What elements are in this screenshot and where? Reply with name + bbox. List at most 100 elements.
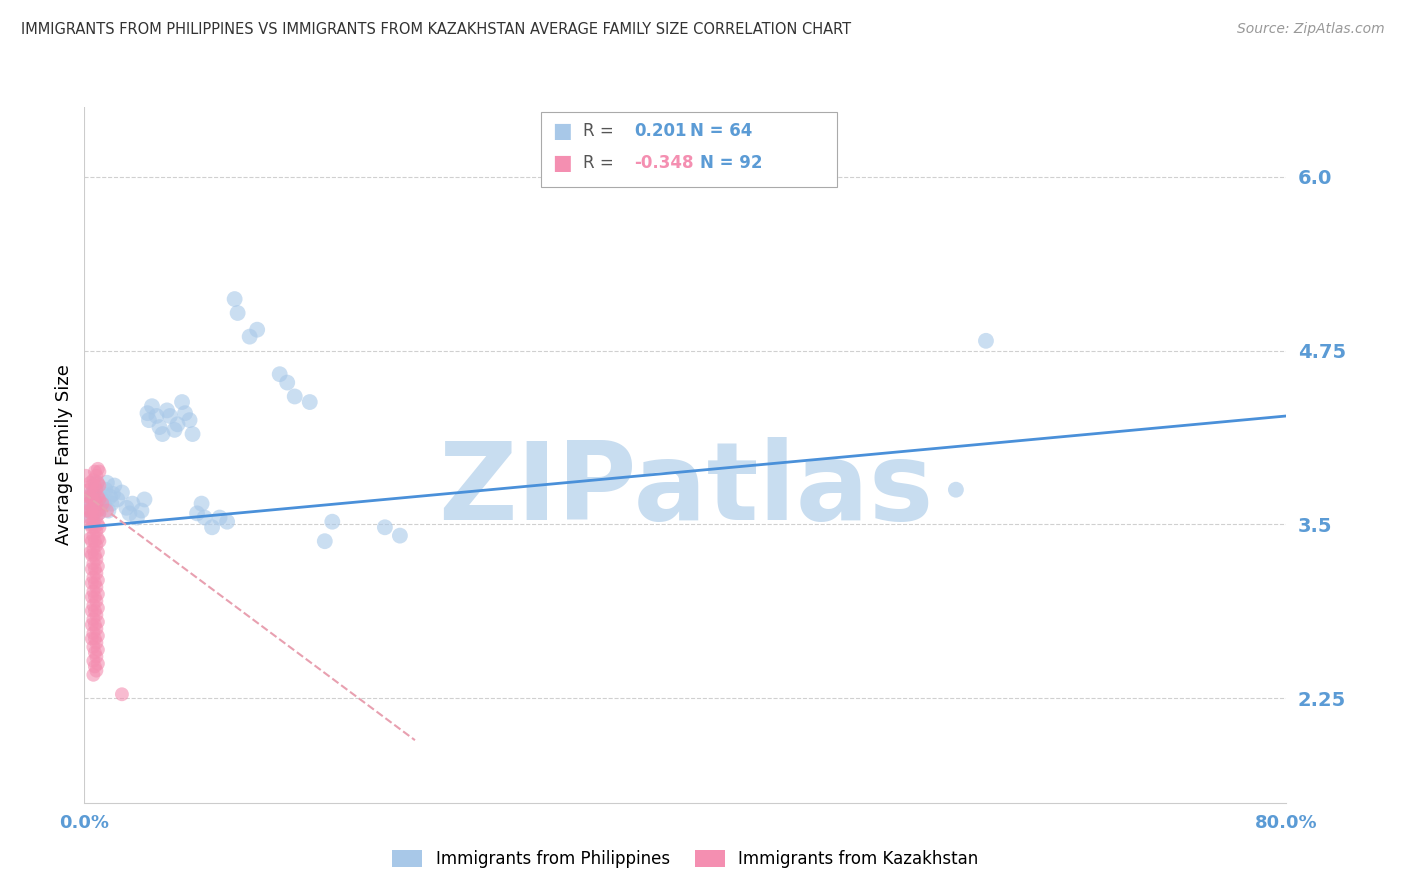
Point — [86, 510, 108, 524]
Point — [89, 500, 111, 515]
Point — [87, 490, 110, 504]
Text: N = 64: N = 64 — [690, 122, 752, 140]
Point — [101, 487, 124, 501]
Text: R =: R = — [583, 154, 614, 172]
Point — [86, 552, 108, 566]
Point — [134, 492, 156, 507]
Point — [246, 323, 269, 337]
Point — [80, 492, 103, 507]
Y-axis label: Average Family Size: Average Family Size — [55, 365, 73, 545]
Point — [76, 503, 98, 517]
Point — [208, 510, 231, 524]
Point — [107, 492, 129, 507]
Point — [156, 403, 179, 417]
Point — [186, 507, 208, 521]
Point — [87, 615, 110, 629]
Point — [159, 409, 181, 423]
Text: IMMIGRANTS FROM PHILIPPINES VS IMMIGRANTS FROM KAZAKHSTAN AVERAGE FAMILY SIZE CO: IMMIGRANTS FROM PHILIPPINES VS IMMIGRANT… — [21, 22, 851, 37]
Point — [100, 497, 122, 511]
Point — [974, 334, 997, 348]
Point — [80, 478, 103, 492]
Point — [77, 503, 100, 517]
Point — [96, 503, 118, 517]
Point — [97, 503, 120, 517]
Text: 0.201: 0.201 — [634, 122, 686, 140]
Point — [121, 497, 143, 511]
Point — [77, 510, 100, 524]
Point — [170, 395, 193, 409]
Point — [87, 462, 110, 476]
Point — [86, 468, 108, 483]
Point — [79, 490, 101, 504]
Point — [87, 642, 110, 657]
Point — [136, 406, 159, 420]
Point — [77, 483, 100, 497]
Point — [83, 548, 105, 562]
Point — [80, 576, 103, 591]
Point — [75, 468, 97, 483]
Point — [83, 520, 105, 534]
Point — [80, 507, 103, 521]
Point — [86, 538, 108, 552]
Point — [86, 524, 108, 539]
Point — [82, 667, 104, 681]
Point — [80, 617, 103, 632]
Point — [138, 413, 160, 427]
Point — [276, 376, 298, 390]
Point — [91, 497, 114, 511]
Point — [388, 528, 411, 542]
Point — [87, 507, 110, 521]
Point — [87, 601, 110, 615]
Point — [83, 659, 105, 673]
Text: R =: R = — [583, 122, 614, 140]
Text: Source: ZipAtlas.com: Source: ZipAtlas.com — [1237, 22, 1385, 37]
Point — [77, 497, 100, 511]
Point — [83, 590, 105, 604]
Point — [82, 584, 104, 599]
Point — [82, 626, 104, 640]
Point — [83, 562, 105, 576]
Point — [87, 517, 110, 532]
Point — [83, 503, 105, 517]
Point — [111, 687, 134, 701]
Point — [374, 520, 396, 534]
Point — [89, 507, 111, 521]
Point — [226, 306, 249, 320]
Point — [86, 594, 108, 608]
Point — [82, 557, 104, 571]
Point — [86, 475, 108, 490]
Text: ■: ■ — [553, 153, 572, 173]
Point — [80, 487, 103, 501]
Point — [94, 483, 117, 497]
Point — [89, 520, 111, 534]
Text: ZIPatlas: ZIPatlas — [437, 437, 934, 542]
Point — [87, 629, 110, 643]
Point — [152, 427, 174, 442]
Point — [80, 534, 103, 549]
Point — [194, 510, 217, 524]
Point — [145, 409, 167, 423]
Point — [179, 413, 201, 427]
Point — [87, 657, 110, 671]
Point — [90, 492, 112, 507]
Point — [83, 478, 105, 492]
Point — [89, 490, 111, 504]
Point — [174, 406, 197, 420]
Point — [87, 532, 110, 546]
Point — [82, 487, 104, 501]
Point — [83, 604, 105, 618]
Point — [86, 497, 108, 511]
Text: ■: ■ — [553, 121, 572, 141]
Point — [86, 622, 108, 636]
Point — [148, 420, 170, 434]
Point — [80, 562, 103, 576]
Point — [82, 492, 104, 507]
Point — [89, 465, 111, 479]
Point — [83, 576, 105, 591]
Point — [79, 475, 101, 490]
Text: N = 92: N = 92 — [700, 154, 762, 172]
Point — [80, 632, 103, 646]
Point — [314, 534, 336, 549]
Point — [89, 478, 111, 492]
Point — [80, 548, 103, 562]
